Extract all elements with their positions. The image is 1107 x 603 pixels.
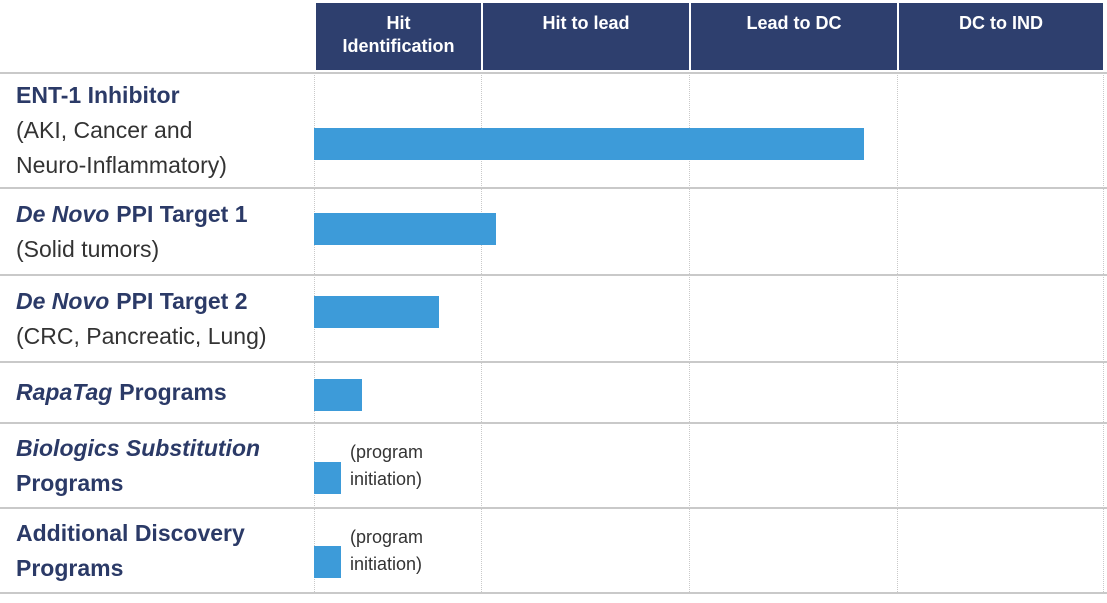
name-part: ENT-1 Inhibitor <box>16 82 180 108</box>
note: (program <box>350 442 424 462</box>
stage-header: DC to IND <box>899 3 1103 70</box>
name-part: Biologics Substitution <box>16 434 261 461</box>
program-name: Programs <box>16 466 311 501</box>
name-part: Programs <box>119 379 227 405</box>
program-name: Additional Discovery <box>16 516 311 551</box>
name-part: Additional Discovery <box>16 519 245 546</box>
program-name: ENT-1 Inhibitor <box>16 78 311 113</box>
program-name: RapaTag Programs <box>16 375 311 410</box>
row-divider <box>0 361 1107 363</box>
column-divider <box>897 72 898 592</box>
row-label: Additional Discovery Programs <box>16 509 311 592</box>
indication: (CRC, Pancreatic, Lung) <box>16 322 267 349</box>
row-divider <box>0 507 1107 509</box>
column-divider <box>1103 72 1104 592</box>
name-part: PPI Target 2 <box>116 287 248 314</box>
note: (program <box>350 527 424 547</box>
name-part: De Novo <box>16 200 110 227</box>
program-name: Biologics Substitution <box>16 431 311 466</box>
stage-header: Hit to lead <box>483 3 689 70</box>
row-label: RapaTag Programs <box>16 363 311 422</box>
column-divider <box>314 72 315 592</box>
name-part: RapaTag <box>16 379 113 405</box>
stage-header: Hit Identification <box>316 3 481 70</box>
bar <box>314 296 440 328</box>
indication: (Solid tumors) <box>16 235 160 262</box>
row-divider <box>0 422 1107 424</box>
column-divider <box>689 72 690 592</box>
note: initiation) <box>350 554 423 574</box>
indication: (AKI, Cancer and <box>16 117 193 143</box>
bar <box>314 462 341 494</box>
program-name: De Novo PPI Target 1 <box>16 197 311 232</box>
name-part: Programs <box>16 469 124 496</box>
name-part: PPI Target 1 <box>116 200 248 227</box>
bar <box>314 128 864 160</box>
row-label: De Novo PPI Target 1 (Solid tumors) <box>16 189 311 274</box>
bar <box>314 379 363 411</box>
row-label: ENT-1 Inhibitor (AKI, Cancer and Neuro-Inf… <box>16 74 311 187</box>
bar <box>314 213 496 245</box>
indication: Neuro-Inflammatory) <box>16 152 227 178</box>
note: initiation) <box>350 469 423 489</box>
row-divider <box>0 187 1107 189</box>
program-name: Programs <box>16 551 311 586</box>
row-divider <box>0 274 1107 276</box>
stage-header: Lead to DC <box>691 3 897 70</box>
row-label: Biologics Substitution Programs <box>16 424 311 507</box>
row-divider <box>0 592 1107 594</box>
row-label: De Novo PPI Target 2 (CRC, Pancreatic, Lun… <box>16 276 311 361</box>
name-part: Programs <box>16 554 124 581</box>
column-divider <box>481 72 482 592</box>
bar <box>314 546 341 578</box>
program-name: De Novo PPI Target 2 <box>16 284 311 319</box>
row-divider <box>0 72 1107 74</box>
name-part: De Novo <box>16 287 110 314</box>
